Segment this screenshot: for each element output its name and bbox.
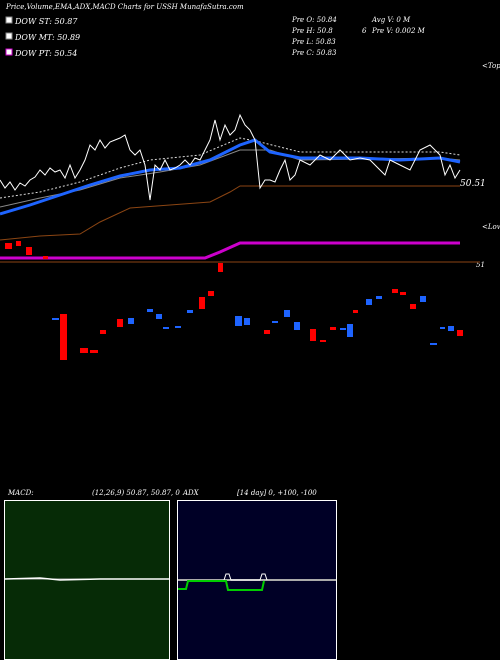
legend-swatch (5, 32, 13, 40)
legend-entry: DOW MT: 50.89 (14, 33, 80, 42)
legend-entry: DOW ST: 50.87 (14, 17, 78, 26)
info-high: Pre H: 50.8 (291, 27, 333, 35)
candles (5, 241, 463, 360)
info-avg-volume: Avg V: 0 M (371, 16, 411, 24)
ema-line (0, 138, 461, 216)
adx-params: [14 day] 0, +100, -100 (237, 489, 317, 497)
di-line (178, 580, 265, 591)
info-high-extra: 6 (362, 27, 367, 35)
info-open: Pre O: 50.84 (291, 16, 337, 24)
macd-label: MACD: (7, 489, 34, 497)
adx-line (223, 573, 268, 581)
ema-line (0, 137, 461, 199)
lows-marker: <Lows (482, 223, 500, 231)
price-line (0, 113, 461, 201)
legend-swatch (5, 48, 13, 56)
last-price: 50.51 (460, 179, 486, 189)
tops-marker: <Tops (482, 62, 500, 70)
macd-params: (12,26,9) 50.87, 50.87, 0 (92, 489, 180, 497)
legend-entry: DOW PT: 50.54 (14, 49, 77, 58)
macd-line (4, 577, 169, 581)
info-volume: Pre V: 0.002 M (371, 27, 426, 35)
level-label: 51 (476, 261, 485, 269)
info-close: Pre C: 50.83 (291, 49, 337, 57)
info-low: Pre L: 50.83 (291, 38, 336, 46)
title: Price,Volume,EMA,ADX,MACD Charts for USS… (5, 3, 244, 11)
legend-swatch (5, 16, 13, 24)
adx-label: ADX (182, 489, 200, 497)
adx-band (0, 241, 460, 260)
